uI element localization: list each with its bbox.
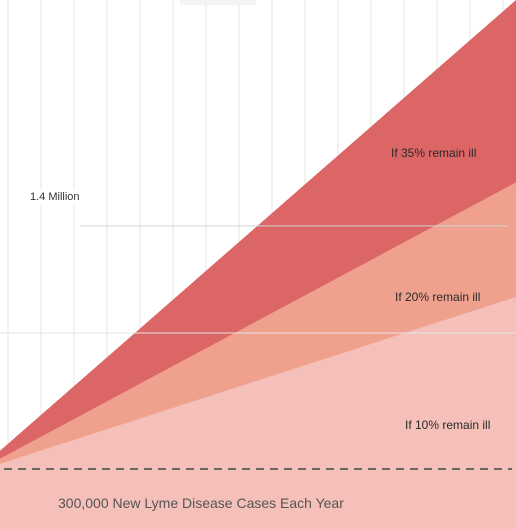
series-label-35: If 35% remain ill [391,146,477,160]
series-label-10: If 10% remain ill [405,418,491,432]
reference-lines [0,225,516,334]
area-band-10 [0,297,516,529]
top-tab-fragment [180,0,256,5]
series-label-20: If 20% remain ill [395,290,481,304]
baseline-note: 300,000 New Lyme Disease Cases Each Year [58,495,344,511]
y-reference-label: 1.4 Million [16,189,92,205]
